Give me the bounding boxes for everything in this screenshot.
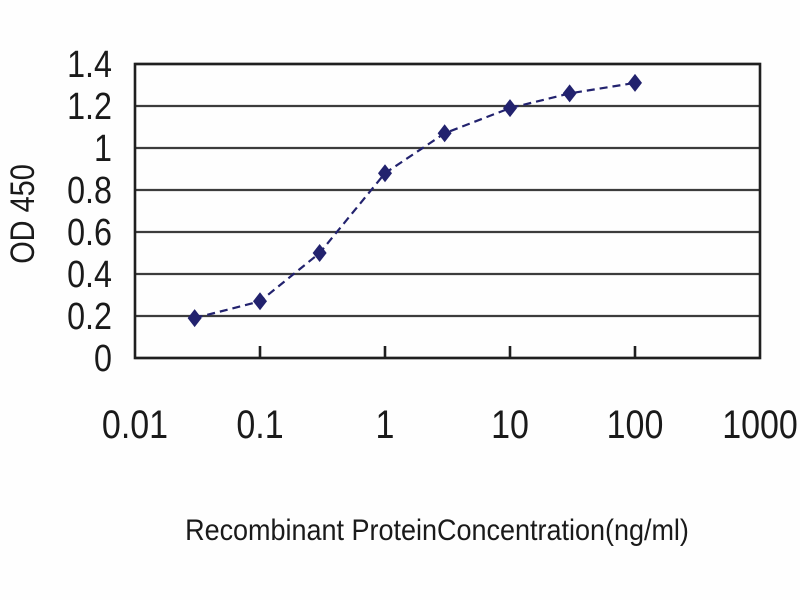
y-tick-label: 0.2 [67, 296, 112, 338]
x-tick-label: 1 [376, 401, 395, 446]
y-tick-label: 0.6 [67, 212, 112, 254]
y-tick-label: 0 [94, 338, 112, 380]
x-tick-label: 100 [607, 401, 664, 446]
data-point-marker [437, 124, 452, 143]
gridlines-layer [133, 62, 762, 360]
x-tick-label: 0.1 [236, 401, 283, 446]
plot-border [133, 62, 762, 360]
series-line [194, 81, 636, 320]
x-axis-title: Recombinant ProteinConcentration(ng/ml) [185, 514, 689, 548]
y-tick-label: 1 [94, 128, 112, 170]
data-point-marker [253, 292, 267, 311]
y-tick-label: 1.4 [67, 44, 112, 86]
data-point-marker [503, 99, 517, 118]
y-axis-title: OD 450 [3, 164, 42, 264]
data-point-marker [628, 73, 642, 92]
y-tick-label: 1.2 [67, 86, 112, 128]
data-point-marker [378, 164, 392, 183]
x-tick-label: 10 [491, 401, 529, 446]
y-tick-label: 0.4 [67, 254, 112, 296]
data-point-marker [562, 84, 577, 103]
data-point-marker [187, 309, 202, 328]
data-series-layer [187, 73, 642, 328]
x-tick-label: 1000 [722, 401, 798, 446]
y-tick-label: 0.8 [67, 170, 112, 212]
x-tick-label: 0.01 [102, 401, 168, 446]
data-point-marker [312, 244, 327, 262]
